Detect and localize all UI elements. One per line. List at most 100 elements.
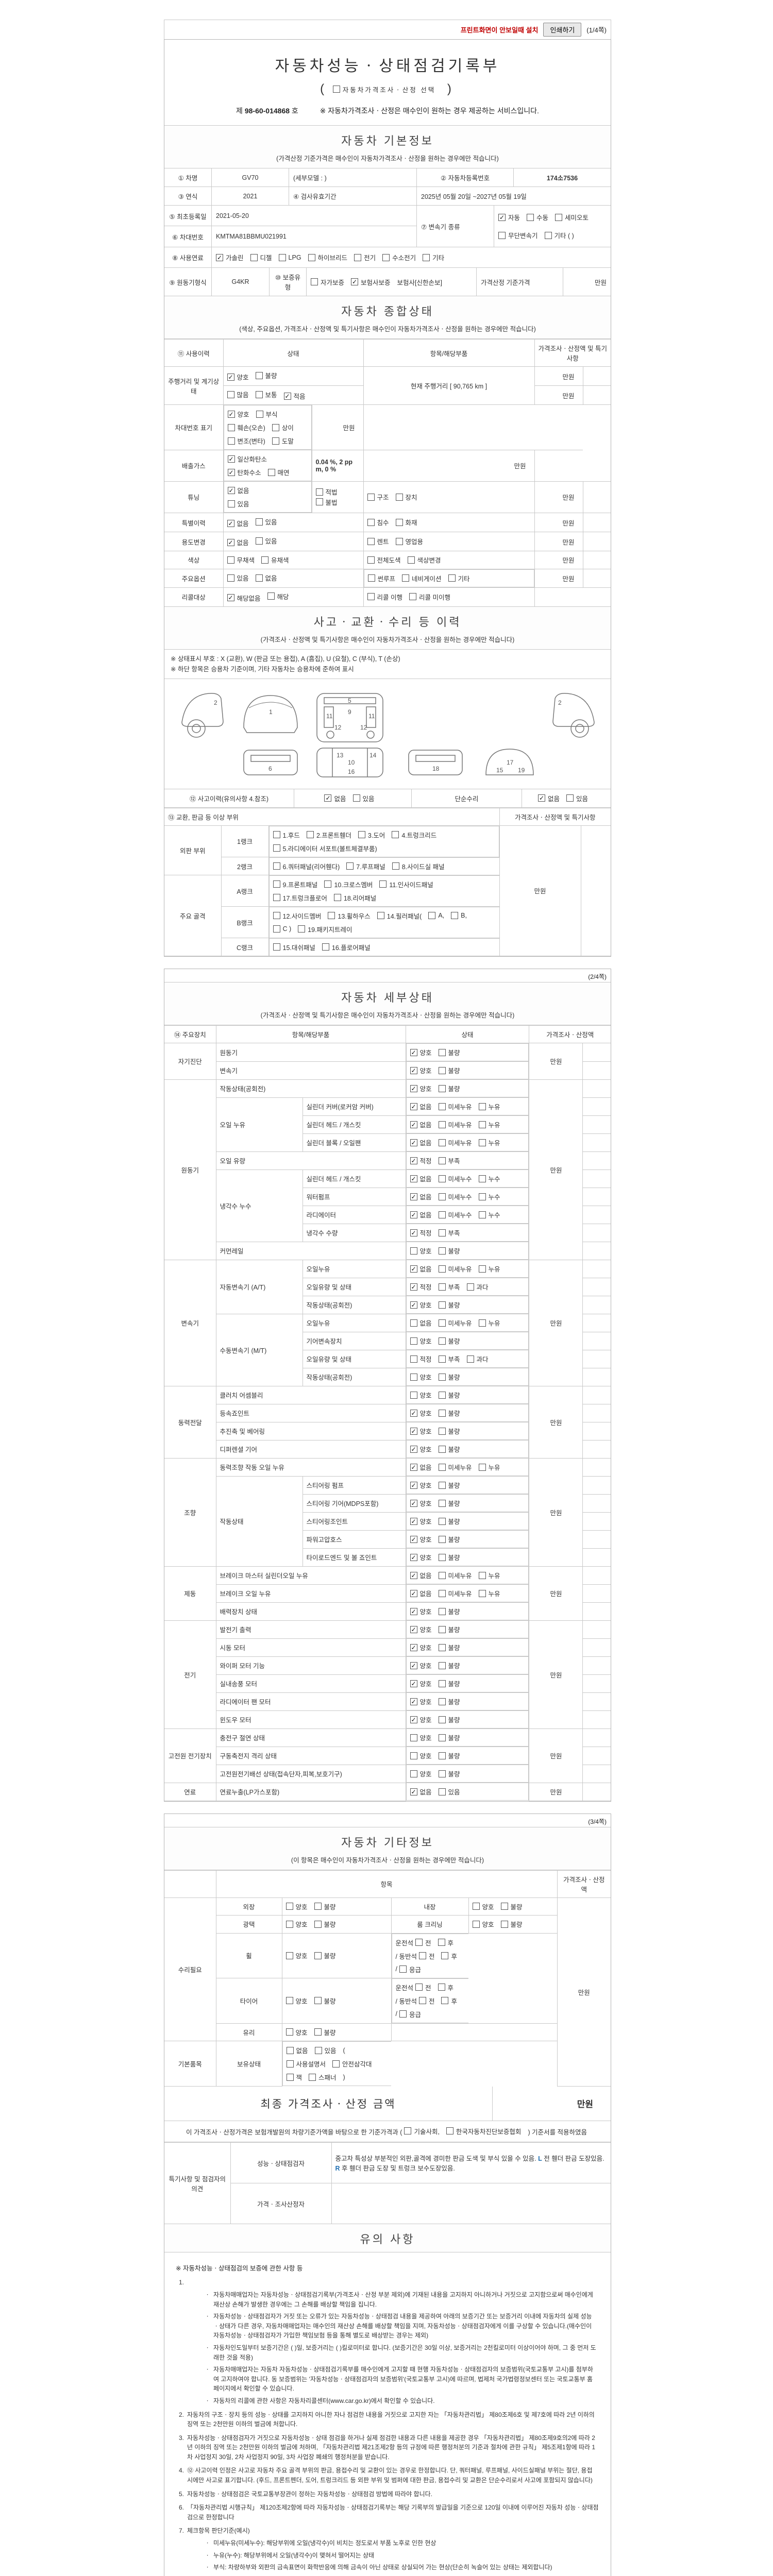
checkbox-option: 전기 — [354, 252, 376, 262]
checkbox-label: 양호 — [419, 1446, 432, 1453]
checkbox-label: 과다 — [476, 1284, 489, 1291]
checkbox-label: 없음 — [419, 1194, 432, 1201]
unchecked-checkbox-icon — [255, 391, 263, 398]
price-cell: 만원 — [534, 366, 583, 386]
checkbox-label: 13.휠하우스 — [338, 912, 371, 920]
document-header: 자동차성능ㆍ상태점검기록부 ( 자동차가격조사ㆍ산정 선택 ) 제 98-60-… — [164, 40, 611, 126]
checkbox-label: 없음 — [296, 2047, 308, 2055]
remark-cell — [582, 1079, 611, 1098]
base-price-label: 가격산정 기준가격 — [477, 268, 563, 296]
checkbox-label: 양호 — [419, 1248, 432, 1255]
detail-row: 타이로드엔드 및 볼 죠인트 양호 불량 — [164, 1548, 611, 1567]
checkbox-label: 없음 — [419, 1104, 432, 1111]
price-cell: 만원 — [534, 481, 583, 513]
checkbox-option: 불량 — [438, 1715, 460, 1724]
state-options: 양호 불량 — [406, 1368, 529, 1386]
rank-label: C랭크 — [221, 938, 269, 956]
remark-cell — [580, 825, 611, 956]
checkbox-option: 적정 — [410, 1282, 432, 1292]
checkbox-option: 자가보증 — [311, 277, 344, 287]
table-header-row: ⑬ 교환, 판금 등 이상 부위 가격조사ㆍ산정액 및 특기사항 — [164, 807, 611, 826]
checkbox-label: 불량 — [448, 1626, 460, 1634]
checkbox-option: 불량 — [438, 1552, 460, 1562]
item-label: 작동상태 — [216, 1476, 303, 1567]
sub-item-label: 워터펌프 — [303, 1187, 406, 1206]
checkbox-option: 과다 — [466, 1354, 489, 1364]
legend-line-1: ※ 상태표시 부호 : X (교환), W (판금 또는 용접), A (흠집)… — [171, 655, 400, 663]
checkbox-option: 불량 — [438, 1372, 460, 1382]
checkbox-label: 유채색 — [271, 557, 289, 564]
checkbox-label: 불량 — [510, 1921, 523, 1928]
checkbox-label: 훼손(오손) — [237, 425, 265, 432]
unchecked-checkbox-icon — [267, 468, 275, 476]
unchecked-checkbox-icon — [273, 844, 280, 852]
detail-row: 구동축전지 격리 상태 양호 불량 — [164, 1746, 611, 1765]
checked-checkbox-icon — [410, 1265, 417, 1273]
item-label: 오일 유량 — [216, 1151, 406, 1170]
checkbox-label: 불량 — [448, 1302, 460, 1309]
car-damage-diagram: 2 1 5 9 11 11 12 12 2 6 13 10 16 14 18 17 15 19 — [164, 679, 611, 789]
checked-checkbox-icon — [410, 1553, 417, 1561]
item-label: 등속죠인트 — [216, 1403, 406, 1422]
accident-history-label: ⑫ 사고이력(유의사항 4.참조) — [164, 789, 294, 807]
field-label: ⑤ 최초등록일 — [164, 206, 212, 226]
unchecked-checkbox-icon — [410, 1373, 417, 1381]
checkbox-label: 후 — [447, 1984, 454, 1992]
unchecked-checkbox-icon — [273, 894, 280, 901]
car-name-value: GV70 — [212, 168, 289, 187]
checkbox-label: 미세누수 — [448, 1176, 472, 1183]
checkbox-option: 불량 — [438, 1480, 460, 1490]
svg-text:15: 15 — [496, 767, 503, 774]
checkbox-option: 사용설명서 — [286, 2059, 326, 2069]
state-options: 적정 부족 — [406, 1224, 529, 1242]
remark-segment: 후 휀더 판금 도장 및 트렁크 보수도장있음. — [340, 2165, 455, 2172]
state-options: 양호 불량 — [406, 1332, 529, 1350]
checkbox-option: 양호 — [410, 1751, 432, 1760]
checkbox-option: 11.인사이드패널 — [379, 879, 433, 889]
price-cell: 만원 — [529, 1566, 583, 1621]
checkbox-label: 불량 — [448, 1428, 460, 1435]
checkbox-option: 양호 — [410, 1715, 432, 1724]
inspection-validity-value: 2025년 05월 20일 ~2027년 05월 19일 — [421, 193, 527, 200]
wheel-position-options: 운전석 전 후 / 동반석 전 후 / 응급 — [391, 1933, 468, 1978]
unchecked-checkbox-icon — [306, 831, 314, 838]
checkbox-label: 부족 — [448, 1356, 460, 1363]
unchecked-checkbox-icon — [409, 593, 416, 601]
item-label: 발전기 출력 — [215, 1620, 406, 1639]
unchecked-checkbox-icon — [478, 1589, 486, 1597]
row-label: 용도변경 — [164, 532, 224, 551]
device-group-label: 원동기 — [164, 1079, 216, 1260]
state-options: 없음 미세누수 누수 — [406, 1170, 529, 1188]
checkbox-label: 보통 — [265, 392, 277, 399]
unchecked-checkbox-icon — [441, 1997, 449, 2004]
checkbox-option: 자동차가격조사ㆍ산정 선택 — [332, 84, 435, 94]
text-segment: / — [395, 1965, 397, 1973]
checkbox-label: 9.프론트패널 — [282, 881, 318, 889]
notice-body: ※ 자동차성능ㆍ상태점검의 보증에 관한 사항 등 1. 자동차매매업자는 자동차… — [164, 2252, 611, 2576]
remark-cell — [582, 513, 611, 532]
checkbox-option: 리콜 미이행 — [409, 592, 450, 602]
basic-items-options: 없음 있음 (사용설명서 안전삼각대 잭 스패너) — [282, 2041, 391, 2086]
checkbox-option: 없음 — [324, 793, 346, 803]
checkbox-option: 부족 — [438, 1228, 460, 1238]
unchecked-checkbox-icon — [377, 912, 384, 919]
unchecked-checkbox-icon — [415, 1939, 423, 1946]
unchecked-checkbox-icon — [466, 1355, 474, 1363]
unchecked-checkbox-icon — [438, 1319, 446, 1327]
state-options: 없음 미세누유 누유 — [406, 1133, 529, 1151]
detail-row: 고전원전기배선 상태(접속단자,피복,보호기구) 양호 불량 — [164, 1764, 611, 1783]
field-label: ③ 연식 — [164, 187, 212, 205]
state-options: 양호 불량 — [406, 1061, 529, 1079]
checkbox-label: 없음 — [547, 795, 560, 803]
print-button[interactable]: 인쇄하기 — [543, 23, 582, 37]
state-options: 양호 불량 — [406, 1656, 529, 1674]
svg-text:16: 16 — [348, 768, 355, 775]
print-install-notice-link[interactable]: 프린트화면이 안보일때 설치 — [460, 26, 539, 34]
checkbox-label: 한국자동차진단보증협회 — [456, 2128, 522, 2136]
checkbox-option: 불량 — [438, 1426, 460, 1436]
text-segment: ) — [442, 82, 453, 96]
device-group-label: 조향 — [164, 1458, 216, 1567]
main-frame-label: 주요 골격 — [164, 875, 222, 956]
state-options: 적정 부족 과다 — [406, 1350, 529, 1368]
